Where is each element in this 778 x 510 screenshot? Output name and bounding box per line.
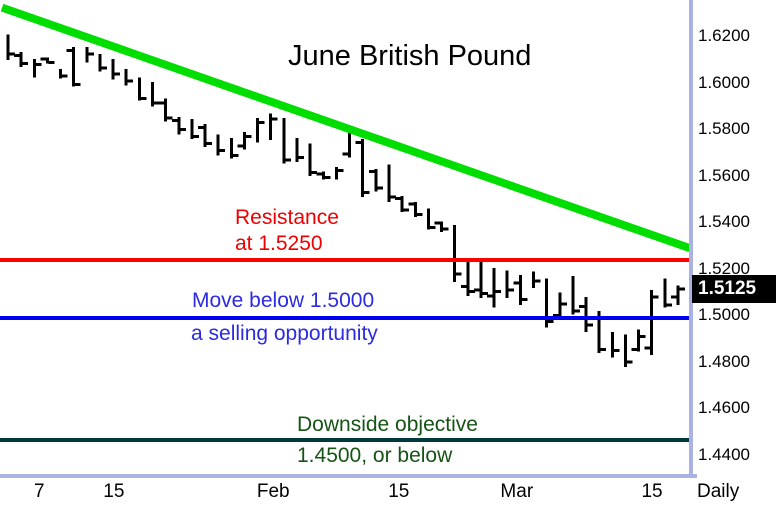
last-price-box: 1.5125 xyxy=(692,275,776,303)
y-axis-tick-label: 1.6200 xyxy=(698,26,750,45)
objective-annotation-line2: 1.4500, or below xyxy=(297,444,453,467)
x-axis-tick-label: 15 xyxy=(388,481,410,502)
y-axis-tick-label: 1.4400 xyxy=(698,444,750,464)
y-axis-tick-label: 1.4800 xyxy=(698,351,750,371)
y-axis-tick-label: 1.6000 xyxy=(698,72,750,92)
y-axis-tick-label: 1.5200 xyxy=(698,258,750,278)
timeframe-label: Daily xyxy=(697,481,740,502)
y-axis-tick-label: 1.4600 xyxy=(698,398,750,417)
resistance-annotation-line1: Resistance xyxy=(235,206,339,229)
price-axis-divider xyxy=(689,0,693,478)
selling-annotation-line1: Move below 1.5000 xyxy=(192,289,375,312)
y-axis-tick-label: 1.5400 xyxy=(698,212,750,231)
x-axis-tick-label: 15 xyxy=(103,481,125,502)
last-price-value: 1.5125 xyxy=(698,278,757,299)
trendline xyxy=(0,3,692,253)
plot-svg xyxy=(0,3,692,443)
x-axis-tick-label: Feb xyxy=(256,481,290,502)
x-axis-tick-label: 7 xyxy=(34,481,45,502)
resistance-annotation-line2: at 1.5250 xyxy=(235,232,323,255)
x-axis-tick-label: 15 xyxy=(641,481,663,502)
selling-annotation-line2: a selling opportunity xyxy=(191,322,378,345)
time-axis-divider xyxy=(0,474,697,478)
price-plot-area xyxy=(0,3,692,443)
x-axis-tick-label: Mar xyxy=(500,481,534,502)
objective-annotation-line1: Downside objective xyxy=(297,413,478,436)
chart-title: June British Pound xyxy=(288,40,532,72)
y-axis-tick-label: 1.5000 xyxy=(698,305,750,324)
y-axis-tick-label: 1.5600 xyxy=(698,165,750,185)
y-axis-tick-label: 1.5800 xyxy=(698,119,750,138)
